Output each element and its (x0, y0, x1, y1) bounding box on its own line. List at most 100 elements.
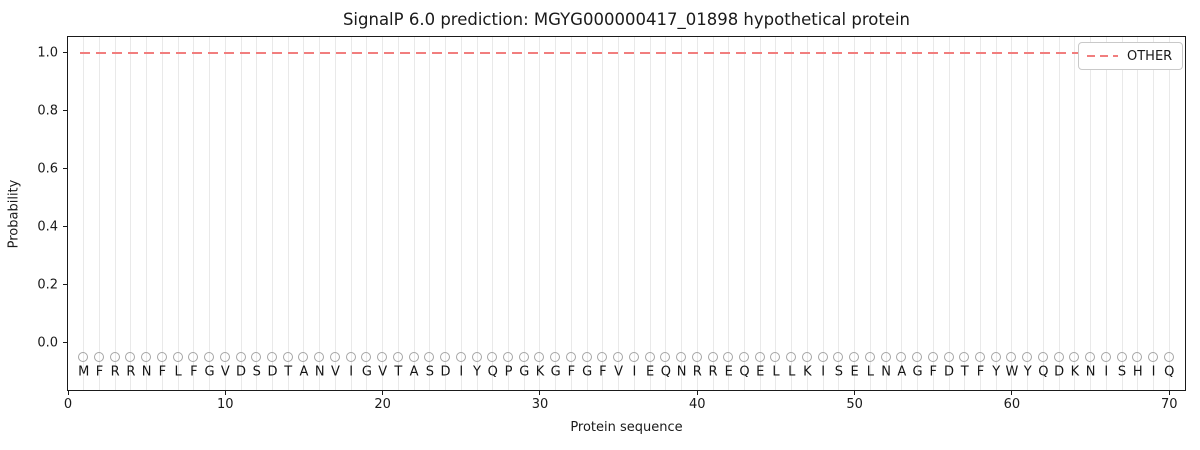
gridline (460, 37, 462, 390)
y-tick-mark (63, 110, 67, 112)
gridline (901, 37, 903, 390)
gridline (256, 37, 258, 390)
sequence-letter: T (284, 364, 293, 380)
residue-marker (1132, 351, 1143, 362)
gridline (995, 37, 997, 390)
residue-marker (78, 351, 89, 362)
sequence-letter: Q (487, 364, 498, 380)
sequence-letter: L (788, 364, 796, 380)
gridline (1090, 37, 1092, 390)
gridline (1121, 37, 1123, 390)
residue-marker (912, 351, 923, 362)
sequence-letter: V (330, 364, 340, 380)
residue-marker (345, 351, 356, 362)
gridline (1168, 37, 1170, 390)
residue-marker (487, 351, 498, 362)
sequence-letter: W (1005, 364, 1019, 380)
residue-marker (801, 351, 812, 362)
residue-marker (1037, 351, 1048, 362)
x-tick-label: 70 (1160, 397, 1178, 412)
residue-marker (1116, 351, 1127, 362)
gridline (445, 37, 447, 390)
sequence-letter: S (1117, 364, 1127, 380)
gridline (791, 37, 793, 390)
residue-marker (597, 351, 608, 362)
sequence-letter: A (409, 364, 419, 380)
sequence-letter: A (299, 364, 309, 380)
gridline (508, 37, 509, 390)
y-tick-label: 0.0 (37, 335, 58, 351)
residue-marker (440, 351, 451, 362)
sequence-letter: K (1070, 364, 1080, 380)
residue-marker (534, 351, 545, 362)
gridline (130, 37, 132, 390)
gridline (1153, 37, 1155, 390)
residue-marker (817, 351, 828, 362)
sequence-letter: Q (660, 364, 671, 380)
residue-marker (723, 351, 734, 362)
sequence-letter: R (110, 364, 120, 380)
gridline (649, 37, 651, 390)
x-tick-mark (854, 391, 856, 395)
y-tick-mark (63, 284, 67, 286)
gridline (602, 37, 604, 390)
residue-marker (628, 351, 639, 362)
residue-marker (770, 351, 781, 362)
x-tick-mark (224, 391, 226, 395)
gridline (161, 37, 163, 390)
gridline (83, 37, 85, 390)
residue-marker (927, 351, 938, 362)
y-tick-mark (63, 52, 67, 54)
residue-marker (581, 351, 592, 362)
residue-marker (676, 351, 687, 362)
sequence-letter: N (314, 364, 325, 380)
gridline (319, 37, 321, 390)
residue-marker (377, 351, 388, 362)
residue-marker (518, 351, 529, 362)
residue-marker (959, 351, 970, 362)
sequence-letter: I (1104, 364, 1109, 380)
x-tick-label: 20 (374, 397, 391, 412)
x-tick-mark (1168, 391, 1170, 395)
gridline (948, 37, 950, 390)
residue-marker (691, 351, 702, 362)
gridline (114, 37, 116, 390)
gridline (712, 37, 714, 390)
residue-marker (503, 351, 513, 362)
gridline (98, 37, 100, 390)
sequence-letter: N (141, 364, 152, 380)
x-axis-label: Protein sequence (570, 420, 683, 435)
gridline (822, 37, 824, 390)
gridline (696, 37, 698, 390)
residue-marker (424, 351, 435, 362)
sequence-letter: F (929, 364, 938, 380)
residue-marker (361, 351, 372, 362)
y-tick-label: 0.8 (37, 103, 58, 119)
gridline (854, 37, 856, 390)
residue-marker (188, 351, 199, 362)
gridline (492, 37, 494, 390)
residue-marker (298, 351, 309, 362)
legend: OTHER (1078, 42, 1184, 70)
sequence-letter: I (1151, 364, 1156, 380)
y-tick-mark (63, 168, 67, 170)
y-tick-mark (63, 342, 67, 344)
sequence-letter: Q (1038, 364, 1049, 380)
residue-marker (219, 351, 230, 362)
gridline (429, 37, 431, 390)
sequence-letter: Y (473, 364, 482, 380)
sequence-letter: I (349, 364, 354, 380)
y-tick-label: 0.2 (37, 277, 58, 293)
gridline (224, 37, 226, 390)
residue-marker (613, 351, 624, 362)
residue-marker (172, 351, 183, 362)
gridline (1058, 37, 1060, 390)
gridline (586, 37, 588, 390)
sequence-letter: T (960, 364, 969, 380)
residue-marker (1100, 351, 1111, 362)
gridline (539, 37, 541, 390)
sequence-letter: R (126, 364, 136, 380)
gridline (397, 37, 399, 390)
gridline (350, 37, 352, 390)
